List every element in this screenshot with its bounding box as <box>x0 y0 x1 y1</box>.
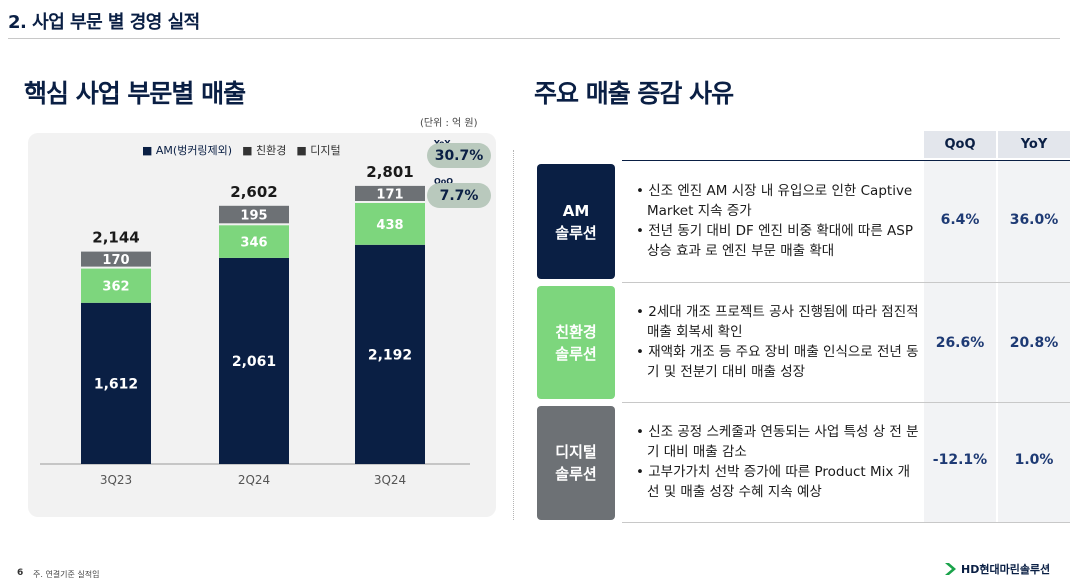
bar-total-label: 2,144 <box>92 229 139 247</box>
qoq-column-shade <box>924 161 996 523</box>
reason-bullet: • 신조 엔진 AM 시장 내 유입으로 인한 Captive Market 지… <box>636 183 913 219</box>
segment-label-line2: 솔루션 <box>555 465 597 483</box>
top-divider <box>8 38 1060 39</box>
reason-bullet: • 재액화 개조 등 주요 장비 매출 인식으로 전년 동기 및 전분기 대비 … <box>636 344 919 380</box>
bar-label-digital: 195 <box>240 209 267 224</box>
yoy-value: 36.0% <box>1009 212 1059 228</box>
reason-bullet: • 2세대 개조 프로젝트 공사 진행됨에 따라 점진적 매출 회복세 확인 <box>636 304 919 340</box>
panel-divider <box>513 150 514 520</box>
reason-bullet: • 신조 공정 스케줄과 연동되는 사업 특성 상 전 분기 대비 매출 감소 <box>636 424 919 460</box>
legend-item-am: ■ AM(벙커링제외) <box>142 142 232 158</box>
bar-label-eco: 346 <box>240 236 267 251</box>
bar-label-am: 1,612 <box>94 376 138 392</box>
bar-segment-am <box>219 257 289 464</box>
chevron-logo-icon <box>945 563 956 575</box>
segment-digital-solution: 디지털 솔루션 <box>537 406 615 520</box>
reason-description: • 신조 공정 스케줄과 연동되는 사업 특성 상 전 분기 대비 매출 감소 … <box>636 422 921 502</box>
section-title: 2. 사업 부문 별 경영 실적 <box>8 12 200 33</box>
legend-item-digital: ■ 디지털 <box>296 142 340 158</box>
bar-segment-digital <box>81 251 151 267</box>
table-bottom-rule <box>622 522 1070 523</box>
chart-legend: ■ AM(벙커링제외) ■ 친환경 ■ 디지털 <box>142 142 341 158</box>
bar-total-label: 2,801 <box>366 163 413 181</box>
reason-bullet: • 고부가가치 선박 증가에 따른 Product Mix 개선 및 매출 성장… <box>636 464 911 500</box>
segment-am-solution: AM 솔루션 <box>537 164 615 279</box>
segment-label-line1: AM <box>562 201 590 220</box>
bar-segment-digital <box>219 205 289 224</box>
bar-total-label: 2,602 <box>230 183 277 201</box>
qoq-badge: 7.7% <box>427 183 491 208</box>
bar-label-eco: 438 <box>376 218 403 233</box>
stacked-bar-chart: 1,612 362 170 2,144 3Q23 2,061 346 195 2,602 2Q24… <box>40 163 470 487</box>
unit-label: (단위 : 억 원) <box>420 118 478 129</box>
segment-label-line2: 솔루션 <box>555 223 597 242</box>
qoq-badge-label: QoQ <box>434 177 454 186</box>
page-number: 6 <box>17 568 24 578</box>
left-heading: 핵심 사업 부문별 매출 <box>24 79 246 108</box>
right-heading: 주요 매출 증감 사유 <box>534 79 734 108</box>
segment-label-line1: 디지털 <box>555 443 597 461</box>
legend-label-am: ■ AM(벙커링제외) <box>142 144 233 157</box>
yoy-column-shade <box>998 161 1070 523</box>
bar-segment-am <box>81 302 151 464</box>
logo-text: HD현대마린솔루션 <box>961 563 1051 576</box>
company-logo: HD현대마린솔루션 <box>944 561 1050 577</box>
x-tick-label: 2Q24 <box>238 473 270 487</box>
yoy-value: 1.0% <box>1014 452 1054 468</box>
legend-item-eco: ■ 친환경 <box>242 142 286 158</box>
bar-label-am: 2,192 <box>368 347 412 363</box>
row-divider <box>622 282 1070 283</box>
yoy-value: 20.8% <box>1009 335 1059 351</box>
footer-note: 주. 연결기준 실적임 <box>33 570 100 579</box>
yoy-header: YoY <box>998 131 1070 158</box>
bar-segment-eco <box>355 203 425 245</box>
x-tick-label: 3Q24 <box>374 473 406 487</box>
bar-segment-digital <box>355 185 425 201</box>
reason-bullet: • 전년 동기 대비 DF 엔진 비중 확대에 따른 ASP 상승 효과 로 엔… <box>636 223 913 259</box>
bar-segment-eco <box>81 268 151 303</box>
legend-label-eco: ■ 친환경 <box>242 144 287 157</box>
bar-label-am: 2,061 <box>232 354 276 370</box>
qoq-value: 6.4% <box>940 212 980 228</box>
segment-label-line2: 솔루션 <box>555 344 597 363</box>
reason-description: • 2세대 개조 프로젝트 공사 진행됨에 따라 점진적 매출 회복세 확인 •… <box>636 302 921 382</box>
qoq-value: 26.6% <box>935 335 985 351</box>
segment-eco-solution: 친환경 솔루션 <box>537 286 615 399</box>
x-tick-label: 3Q23 <box>100 473 132 487</box>
bar-segment-am <box>355 244 425 464</box>
bar-label-eco: 362 <box>102 280 129 295</box>
row-divider <box>622 402 1070 403</box>
bar-label-digital: 170 <box>102 253 129 268</box>
reason-description: • 신조 엔진 AM 시장 내 유입으로 인한 Captive Market 지… <box>636 181 921 261</box>
legend-label-digital: ■ 디지털 <box>296 144 341 157</box>
table-top-rule <box>622 160 1070 161</box>
qoq-header: QoQ <box>924 131 996 158</box>
yoy-badge: 30.7% <box>427 143 491 168</box>
qoq-value: -12.1% <box>932 452 988 468</box>
segment-label-line1: 친환경 <box>555 322 597 341</box>
bar-segment-eco <box>219 225 289 258</box>
bar-label-digital: 171 <box>376 187 403 202</box>
